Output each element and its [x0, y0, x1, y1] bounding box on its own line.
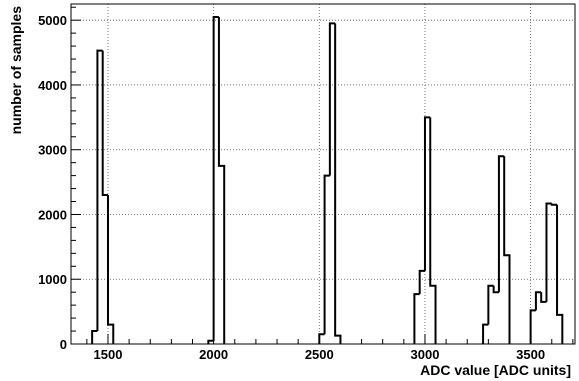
- y-tick-label: 5000: [38, 13, 67, 28]
- histogram-bin: [106, 195, 115, 344]
- y-tick-label: 4000: [38, 78, 67, 93]
- tick-labels: 1500 2000 2500 3000 3500 0 1000 2000 3000 4000 500…: [38, 13, 545, 362]
- histogram-bin: [328, 22, 336, 176]
- histogram-bin: [217, 16, 226, 344]
- histogram-bin: [492, 285, 499, 294]
- x-tick-label: 3500: [516, 347, 545, 362]
- histogram-bin: [545, 202, 552, 302]
- histogram-bin: [550, 203, 558, 206]
- histogram-bin: [323, 174, 330, 335]
- x-tick-label: 1500: [94, 347, 123, 362]
- y-tick-label: 2000: [38, 207, 67, 222]
- histogram-bin: [96, 49, 103, 332]
- y-tick-label: 1000: [38, 272, 67, 287]
- histogram-bin: [207, 339, 214, 344]
- histogram-bin: [413, 293, 420, 344]
- y-tick-label: 0: [60, 337, 67, 352]
- histogram-bin: [534, 291, 542, 311]
- histogram-bin: [318, 333, 325, 344]
- histogram-bin: [418, 269, 425, 295]
- histogram-bin: [503, 156, 511, 344]
- histogram-bin: [529, 309, 536, 344]
- histogram-bin: [556, 204, 564, 344]
- histogram-bin: [212, 15, 219, 341]
- histogram-bin: [334, 23, 342, 344]
- histogram-bin: [429, 117, 437, 344]
- histogram-bin: [497, 155, 505, 293]
- histogram-bars: [91, 15, 564, 344]
- histogram-bin: [482, 323, 489, 344]
- histogram-bin: [540, 292, 547, 303]
- y-axis-title: number of samples: [8, 6, 24, 135]
- x-tick-label: 3000: [411, 347, 440, 362]
- histogram-bin: [423, 116, 431, 271]
- axis-ticks: [71, 6, 574, 345]
- x-tick-label: 2000: [199, 347, 228, 362]
- histogram-bin: [487, 284, 494, 325]
- histogram-bin: [101, 50, 108, 197]
- grid-lines: [71, 4, 575, 344]
- histogram-bin: [91, 330, 98, 344]
- x-tick-label: 2500: [305, 347, 334, 362]
- plot-frame: [70, 3, 576, 345]
- x-axis-title: ADC value [ADC units]: [420, 362, 571, 378]
- plot-area: [71, 4, 575, 344]
- y-tick-label: 3000: [38, 143, 67, 158]
